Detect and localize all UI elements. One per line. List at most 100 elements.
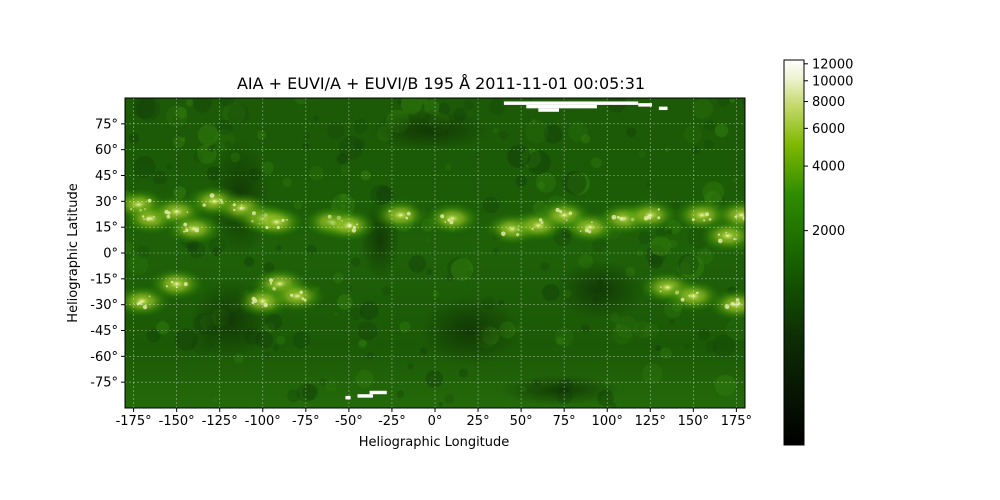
active-region-speckle: [209, 193, 215, 199]
y-tick-label: -60°: [90, 350, 118, 365]
colorbar-tick-label: 4000: [812, 160, 845, 175]
y-tick-label: -30°: [90, 298, 118, 313]
chart-title: AIA + EUVI/A + EUVI/B 195 Å 2011-11-01 0…: [237, 74, 645, 93]
active-region-speckle: [657, 216, 661, 220]
active-region-core: [717, 229, 738, 242]
active-region-speckle: [659, 286, 662, 288]
x-tick-label: 25°: [467, 414, 490, 429]
y-axis-label: Heliographic Latitude: [66, 183, 81, 322]
active-region-speckle: [616, 215, 620, 219]
active-region-core: [731, 209, 745, 222]
active-region-speckle: [705, 212, 710, 217]
active-region-speckle: [737, 302, 741, 305]
active-region-core: [266, 216, 287, 228]
active-region-speckle: [584, 228, 590, 233]
colorbar: 2000 4000 6000 8000 10000 12000: [783, 57, 853, 446]
active-region-core: [183, 222, 204, 235]
x-tick-label: -25°: [378, 414, 406, 429]
active-region-speckle: [166, 214, 171, 219]
active-region-speckle: [165, 285, 168, 288]
active-region-core: [691, 209, 712, 222]
colorbar-tick-label: 8000: [812, 95, 845, 110]
active-region-speckle: [148, 295, 151, 298]
colorbar-gradient: [784, 60, 804, 445]
y-tick-label: -45°: [90, 324, 118, 339]
active-region-speckle: [619, 217, 624, 221]
active-region-core: [132, 295, 153, 308]
active-region-speckle: [141, 215, 145, 218]
y-axis: -75° -60° -45° -30° -15° 0° 15° 30° 45° 60° 75°: [90, 117, 125, 391]
y-tick-label: 45°: [95, 169, 118, 184]
grid: [125, 98, 745, 408]
active-region-speckle: [703, 219, 706, 222]
colorbar-ticks: 2000 4000 6000 8000 10000 12000: [804, 57, 853, 239]
active-region-speckle: [697, 291, 699, 294]
active-region-speckle: [290, 293, 294, 297]
x-axis: -175° -150° -125° -100° -75° -50° -25° 0° 25° 50°…: [116, 408, 752, 429]
y-tick-label: 15°: [95, 221, 118, 236]
x-tick-label: 50°: [510, 414, 533, 429]
active-region-speckle: [147, 198, 152, 203]
x-tick-label: 0°: [428, 414, 443, 429]
missing-data-patch: [526, 104, 597, 109]
x-tick-label: 75°: [553, 414, 576, 429]
active-region-speckle: [440, 214, 445, 219]
active-region-speckle: [568, 211, 573, 216]
active-region-speckle: [146, 217, 150, 221]
x-tick-label: -50°: [335, 414, 363, 429]
active-region-speckle: [611, 214, 617, 220]
colorbar-tick-label: 2000: [812, 224, 845, 239]
active-region-speckle: [688, 294, 691, 297]
x-tick-label: 150°: [678, 414, 709, 429]
active-region-speckle: [724, 304, 730, 310]
active-region-speckle: [351, 228, 357, 233]
active-region-speckle: [447, 218, 451, 222]
active-region-speckle: [588, 230, 592, 234]
active-region-speckle: [444, 221, 447, 223]
colorbar-frame: [783, 59, 805, 446]
active-region-speckle: [735, 298, 740, 302]
active-region-speckle: [708, 218, 712, 221]
y-tick-label: -15°: [90, 272, 118, 287]
y-tick-label: 0°: [103, 247, 118, 262]
active-region-speckle: [725, 231, 728, 234]
y-tick-label: 30°: [95, 195, 118, 210]
active-region-core: [726, 298, 745, 311]
active-region-speckle: [164, 209, 169, 215]
active-region-glow: [713, 199, 745, 232]
colorbar-tick-label: 6000: [812, 122, 845, 137]
active-region-speckle: [750, 209, 753, 212]
active-region-speckle: [680, 297, 685, 302]
x-axis-label: Heliographic Longitude: [359, 435, 510, 450]
missing-data-patch: [538, 108, 559, 112]
active-region-speckle: [202, 203, 206, 207]
active-region-speckle: [183, 282, 188, 287]
x-tick-label: -150°: [159, 414, 195, 429]
colorbar-tick-label: 10000: [812, 74, 853, 89]
active-region-speckle: [263, 302, 268, 308]
active-region-speckle: [659, 290, 662, 293]
map-panel: [124, 97, 753, 409]
missing-data-patch: [638, 103, 652, 107]
active-region-core: [442, 212, 463, 225]
active-region-speckle: [186, 211, 189, 213]
missing-data-patch: [658, 106, 668, 111]
active-region-speckle: [449, 220, 454, 225]
active-region-speckle: [501, 231, 506, 237]
active-region-speckle: [251, 301, 255, 305]
active-region-speckle: [286, 219, 288, 221]
x-tick-label: -100°: [245, 414, 281, 429]
active-region-speckle: [643, 216, 649, 221]
x-tick-label: 175°: [721, 414, 752, 429]
active-region-speckle: [233, 208, 236, 212]
active-region-speckle: [281, 218, 285, 222]
active-region-speckle: [531, 227, 534, 231]
active-region-speckle: [185, 228, 189, 232]
y-tick-label: -75°: [90, 376, 118, 391]
active-region-core: [252, 295, 273, 308]
active-region-speckle: [143, 218, 146, 221]
active-region-speckle: [265, 225, 269, 230]
missing-data-patch: [345, 395, 351, 400]
missing-data-patch: [357, 394, 373, 398]
active-region-speckle: [269, 282, 273, 285]
